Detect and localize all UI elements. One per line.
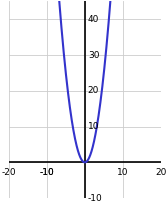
Text: -20: -20 xyxy=(1,168,16,177)
Text: -10: -10 xyxy=(88,194,103,203)
Text: 30: 30 xyxy=(88,51,99,60)
Text: 20: 20 xyxy=(155,168,167,177)
Text: -10: -10 xyxy=(39,168,54,177)
Text: -10: -10 xyxy=(39,168,54,177)
Text: 10: 10 xyxy=(117,168,129,177)
Text: 10: 10 xyxy=(88,122,99,131)
Text: 20: 20 xyxy=(88,86,99,95)
Text: 40: 40 xyxy=(88,15,99,24)
